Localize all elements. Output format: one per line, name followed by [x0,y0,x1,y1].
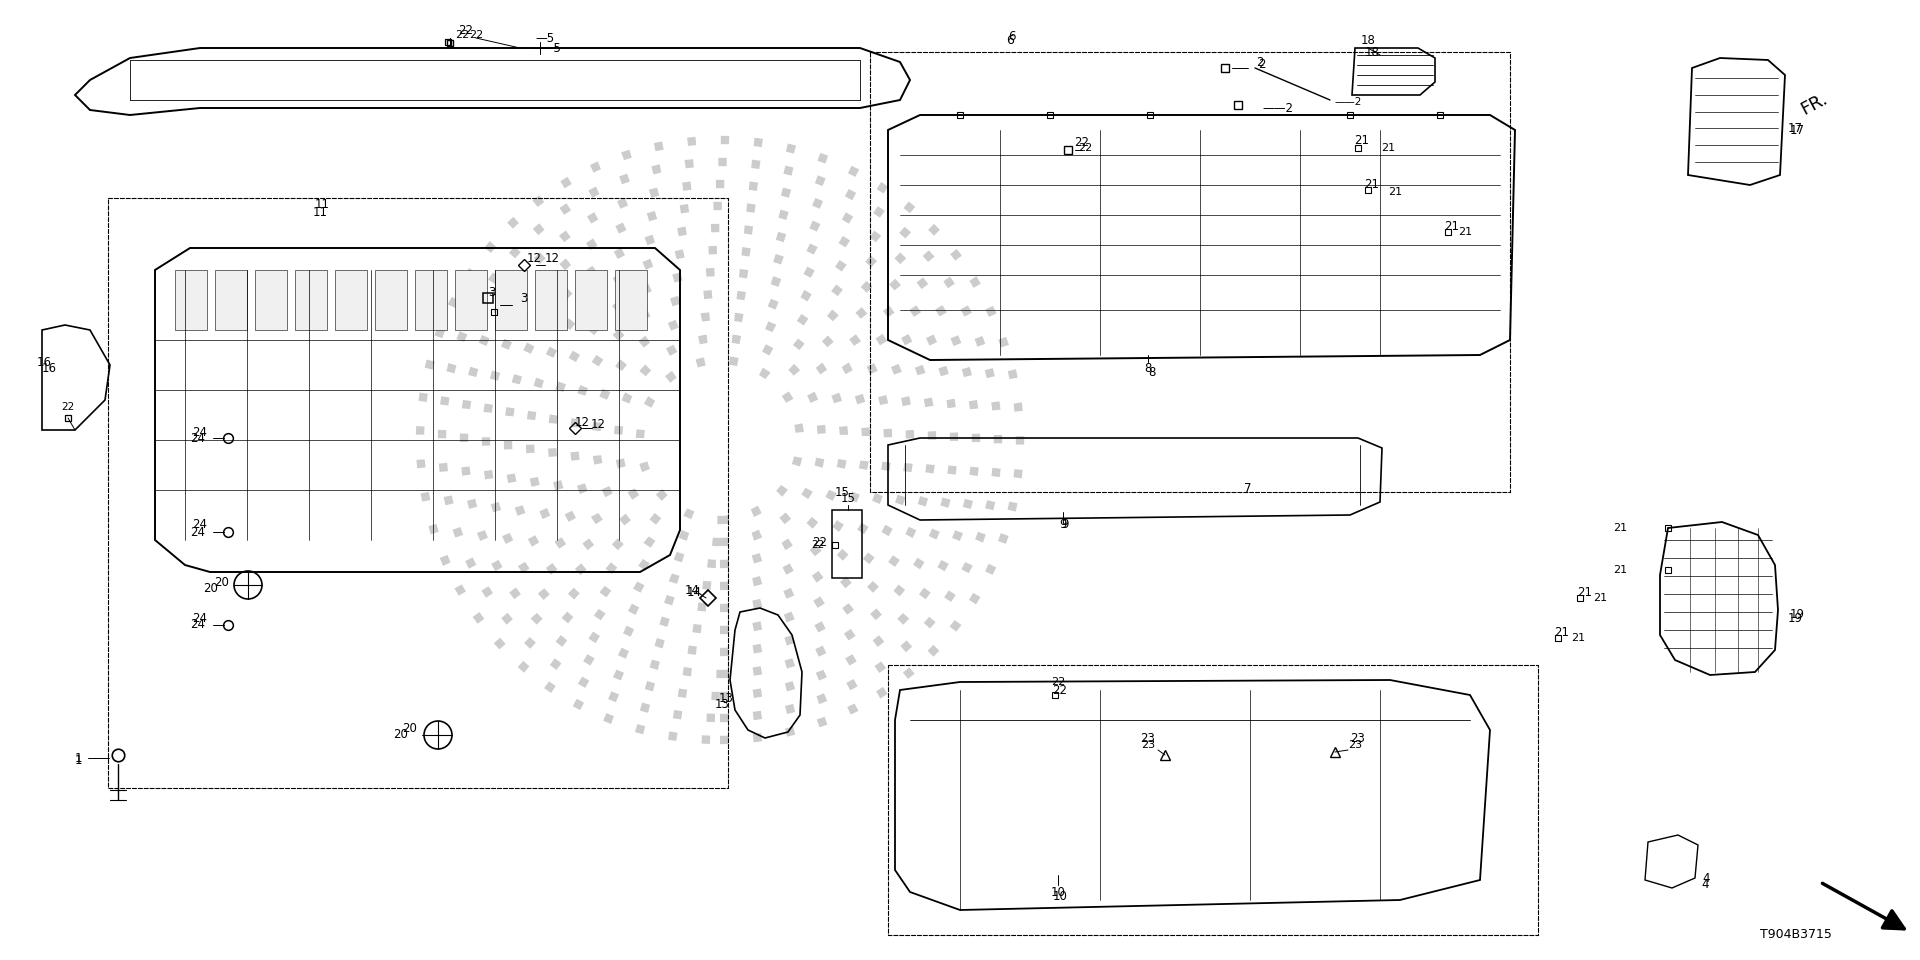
Text: T904B3715: T904B3715 [1761,928,1832,942]
Text: 12: 12 [574,416,589,428]
Text: 21: 21 [1555,626,1569,638]
Text: 22: 22 [459,23,474,36]
Text: 14: 14 [687,586,701,598]
Text: 21: 21 [1578,586,1592,598]
Text: 21: 21 [1365,179,1379,191]
Text: 3: 3 [488,285,495,299]
Text: 14: 14 [685,584,699,596]
Text: 22: 22 [468,30,484,40]
Text: 10: 10 [1050,885,1066,899]
Bar [495,270,526,330]
Text: 1: 1 [75,752,83,764]
Text: 16: 16 [36,355,52,369]
Text: 22: 22 [1077,143,1092,153]
Text: 24: 24 [190,431,205,444]
Text: 7: 7 [1244,482,1252,494]
Bar [374,270,407,330]
Text: 11: 11 [313,205,328,219]
Text: 22: 22 [61,402,75,412]
Bar [175,270,207,330]
Text: 13: 13 [718,691,733,705]
Bar [614,270,647,330]
Text: 22: 22 [1052,684,1068,697]
Text: 22: 22 [812,536,828,548]
Text: 6: 6 [1008,30,1016,42]
Text: 21: 21 [1613,523,1626,533]
Text: 23: 23 [1348,740,1361,750]
Text: 22: 22 [1075,135,1089,149]
Text: 21: 21 [1457,227,1473,237]
Text: 12: 12 [591,418,605,430]
Text: 24: 24 [192,612,207,625]
Text: 17: 17 [1789,124,1805,136]
Text: 8: 8 [1144,362,1152,374]
Text: 9: 9 [1062,517,1069,531]
Bar [455,270,488,330]
Text: ——2: ——2 [1263,102,1294,114]
Text: 21: 21 [1380,143,1396,153]
Text: 21: 21 [1571,633,1586,643]
Text: 13: 13 [714,699,730,711]
Text: 24: 24 [190,618,205,632]
Text: 21: 21 [1613,565,1626,575]
Text: 18: 18 [1365,45,1379,59]
Text: 12: 12 [526,252,541,265]
Text: 23: 23 [1140,732,1156,745]
Text: 22: 22 [455,30,468,40]
Text: 24: 24 [192,425,207,439]
Text: 20: 20 [403,722,417,734]
Text: 4: 4 [1701,878,1709,892]
Bar [536,270,566,330]
Text: 20: 20 [394,729,407,741]
Text: 3: 3 [520,292,528,304]
Bar [415,270,447,330]
Text: 22: 22 [812,540,824,550]
Text: 21: 21 [1388,187,1402,197]
Text: —5: —5 [536,32,555,44]
Text: 17: 17 [1788,122,1803,134]
Bar [296,270,326,330]
Bar [215,270,248,330]
Text: 22: 22 [1050,677,1066,687]
Text: 19: 19 [1788,612,1803,625]
Text: 12: 12 [545,252,559,265]
Text: 6: 6 [1006,34,1014,46]
Text: 9: 9 [1060,518,1068,532]
Text: 4: 4 [1701,872,1709,884]
Text: 1: 1 [75,754,83,766]
Bar [574,270,607,330]
Text: 19: 19 [1789,609,1805,621]
Text: 2: 2 [1258,59,1265,71]
Text: 15: 15 [835,486,849,498]
Text: FR.: FR. [1797,90,1832,119]
Text: 20: 20 [215,575,228,588]
Text: 23: 23 [1140,740,1156,750]
Text: 11: 11 [315,199,330,211]
Text: 20: 20 [204,582,219,594]
Text: ——2: ——2 [1334,97,1361,107]
Text: 18: 18 [1361,34,1375,46]
Bar [334,270,367,330]
Text: 21: 21 [1594,593,1607,603]
Text: 24: 24 [190,525,205,539]
Text: 21: 21 [1444,220,1459,232]
Text: 23: 23 [1350,732,1365,745]
Text: 10: 10 [1052,890,1068,902]
Text: 21: 21 [1354,133,1369,147]
Text: 8: 8 [1148,366,1156,378]
Bar [255,270,286,330]
Text: 2: 2 [1256,56,1263,68]
Text: 16: 16 [42,362,58,374]
Text: 15: 15 [841,492,856,505]
Text: ——5: ——5 [530,41,561,55]
Text: 24: 24 [192,518,207,532]
